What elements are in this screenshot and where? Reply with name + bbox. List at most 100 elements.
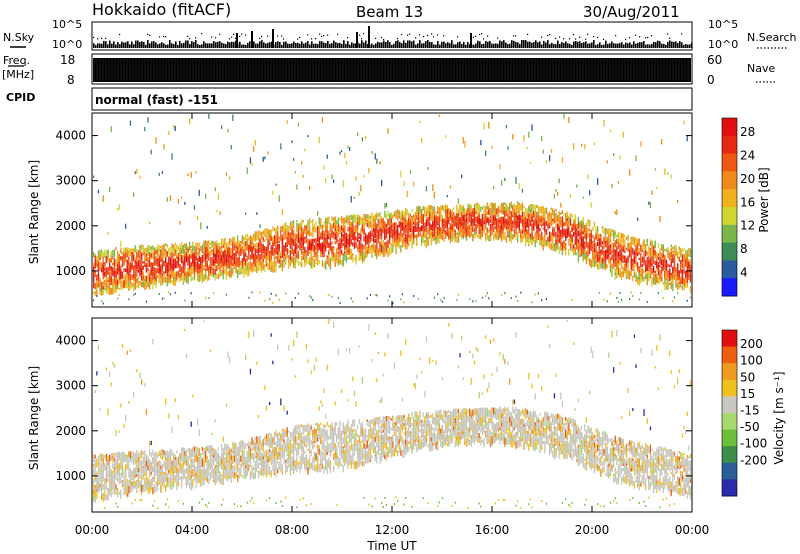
power-echo (134, 279, 136, 286)
power-echo (141, 254, 143, 259)
power-echo (198, 274, 200, 283)
power-echo (342, 234, 344, 242)
power-echo (248, 236, 250, 241)
power-echo (144, 248, 146, 252)
power-echo (318, 237, 320, 245)
power-echo-near (275, 294, 277, 297)
power-echo (173, 248, 175, 255)
power-echo (489, 202, 492, 207)
noise-sample (333, 40, 335, 48)
power-echo (97, 274, 100, 277)
power-echo-near (517, 299, 519, 302)
power-echo (137, 265, 140, 271)
power-echo (133, 266, 135, 270)
power-echo (437, 236, 439, 241)
noise-sample (183, 42, 185, 48)
power-echo (155, 249, 157, 255)
power-echo (552, 208, 554, 216)
power-echo (349, 233, 351, 241)
power-echo (198, 242, 200, 247)
power-echo (397, 209, 399, 215)
power-echo (393, 239, 396, 242)
power-echo (182, 247, 184, 254)
power-echo (158, 263, 160, 270)
power-echo (269, 229, 271, 236)
power-echo (238, 247, 240, 253)
power-echo (232, 271, 234, 276)
power-echo (161, 245, 164, 253)
power-echo (517, 236, 519, 239)
power-echo (248, 252, 250, 258)
power-echo (366, 249, 368, 254)
power-echo (360, 255, 362, 259)
power-echo (278, 264, 280, 269)
power-echo (174, 258, 176, 262)
power-echo (277, 244, 279, 248)
power-echo-sparse (325, 178, 327, 184)
power-echo (241, 269, 244, 275)
noise-search-sample (235, 37, 237, 39)
power-echo (505, 213, 508, 217)
noise-sample (665, 44, 667, 48)
power-echo (112, 262, 114, 266)
power-echo-near (481, 296, 484, 299)
power-echo (142, 278, 144, 282)
noise-sample (355, 43, 357, 48)
power-echo-near (541, 299, 543, 302)
noise-sample (335, 42, 337, 48)
power-echo (368, 221, 370, 229)
power-echo-near (537, 292, 540, 295)
power-echo (521, 234, 524, 242)
noise-sample (455, 44, 457, 48)
power-echo-sparse (197, 216, 199, 220)
noise-sample (415, 44, 417, 48)
power-echo (173, 278, 175, 282)
power-echo (349, 244, 351, 251)
power-echo (296, 256, 298, 262)
power-echo (153, 277, 156, 285)
power-echo (481, 214, 484, 221)
power-echo (373, 242, 375, 247)
power-echo-sparse (438, 114, 440, 117)
power-echo (464, 219, 466, 222)
power-echo (477, 207, 479, 212)
power-echo (464, 227, 466, 235)
noise-sample (279, 41, 281, 48)
power-echo-sparse (446, 195, 448, 198)
power-echo (349, 230, 351, 235)
power-echo (109, 289, 111, 296)
noise-sample (329, 43, 331, 48)
noise-sample (621, 42, 623, 48)
power-echo (102, 262, 104, 268)
power-echo (280, 226, 282, 234)
power-echo (168, 274, 170, 279)
noise-sample (685, 43, 687, 48)
power-echo (355, 227, 357, 234)
power-echo-sparse (512, 133, 514, 140)
power-echo (368, 238, 370, 241)
power-echo (174, 252, 176, 257)
power-echo-near (294, 296, 296, 299)
power-echo (421, 208, 423, 215)
power-echo-sparse (409, 170, 412, 175)
noise-sample (119, 44, 121, 48)
power-echo (136, 284, 138, 288)
power-echo-sparse (179, 220, 181, 225)
power-echo (304, 236, 306, 240)
power-echo (518, 222, 520, 230)
power-echo (293, 233, 295, 239)
noise-sample (449, 43, 451, 48)
power-echo (465, 222, 468, 229)
power-echo (168, 256, 170, 265)
power-echo (427, 222, 429, 226)
power-echo (440, 210, 442, 219)
power-echo (222, 257, 224, 264)
power-echo-near (339, 302, 341, 305)
power-echo (369, 231, 372, 239)
power-echo (232, 249, 234, 258)
power-echo (163, 271, 165, 275)
noise-sample (511, 40, 513, 48)
power-echo (105, 271, 108, 278)
power-echo-sparse (371, 150, 373, 155)
power-echo (301, 221, 303, 230)
